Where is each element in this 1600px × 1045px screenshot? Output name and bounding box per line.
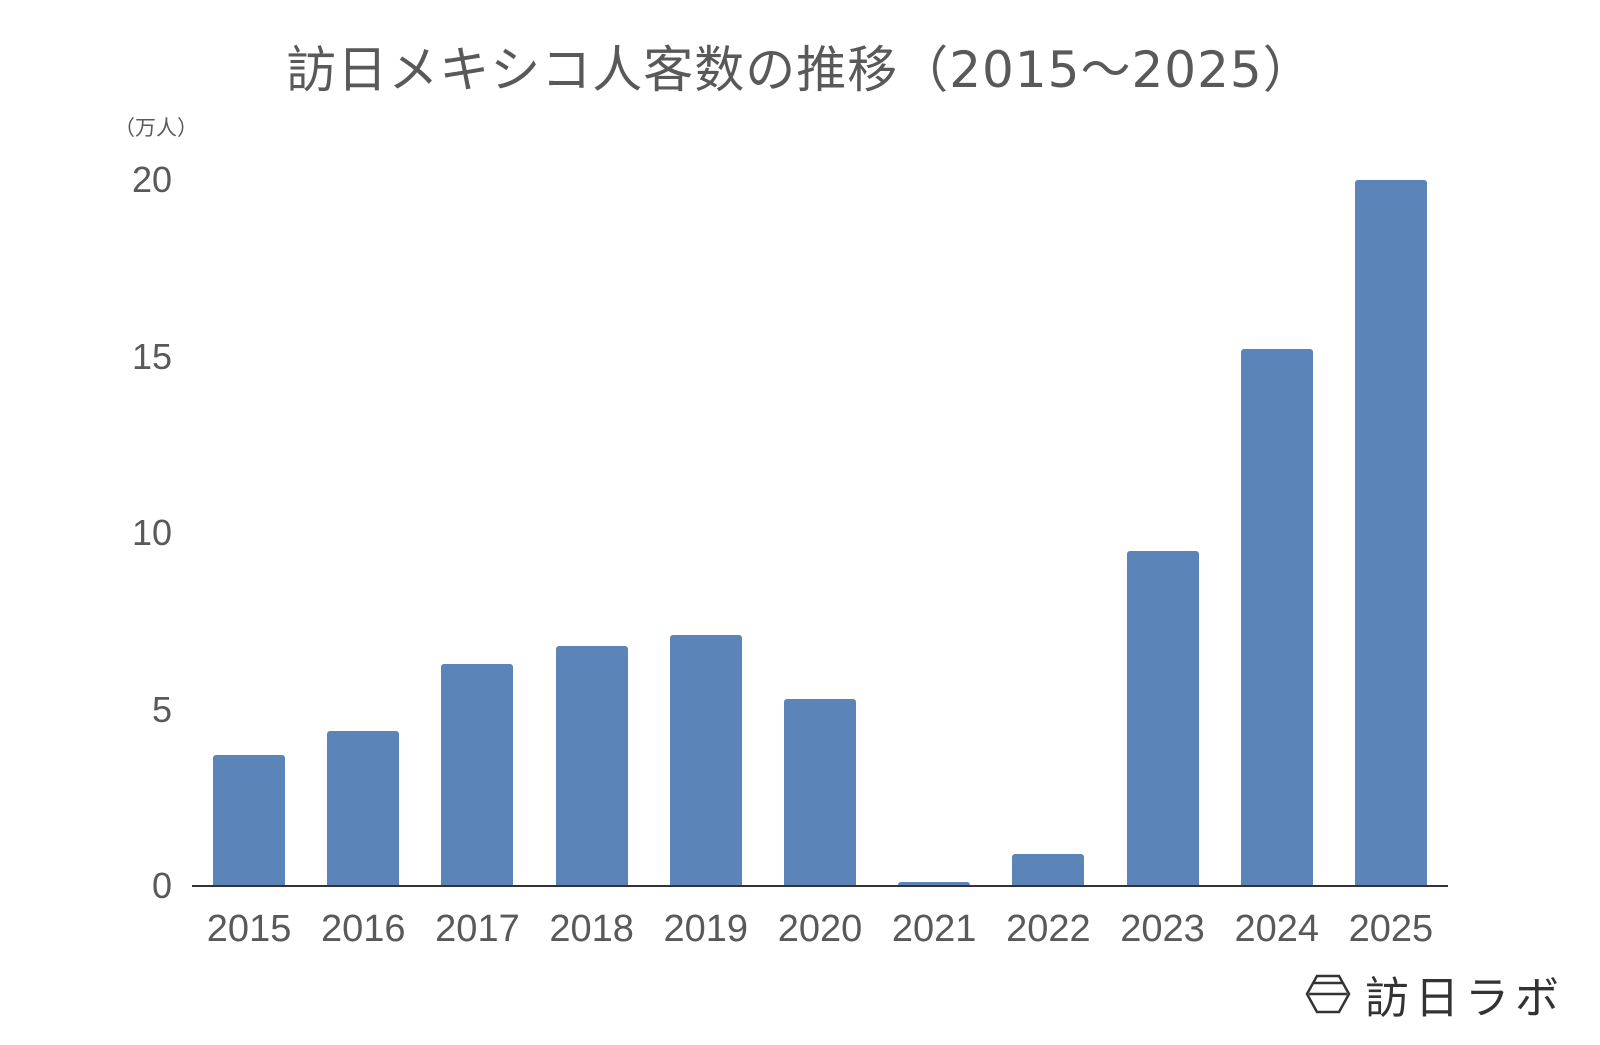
brand-name: 訪日ラボ xyxy=(1365,973,1565,1024)
y-tick-label: 0 xyxy=(151,865,172,906)
y-tick-label: 5 xyxy=(151,688,172,730)
plot-area xyxy=(192,180,1448,886)
y-tick-label: 20 xyxy=(131,159,172,200)
x-tick-label: 2023 xyxy=(1120,908,1205,950)
y-tick-label: 15 xyxy=(131,335,172,377)
chart-title: 訪日メキシコ人客数の推移（2015～2025） xyxy=(286,41,1314,99)
bar-2025 xyxy=(1354,180,1427,886)
bar-2023 xyxy=(1126,550,1199,886)
x-tick-label: 2018 xyxy=(549,908,634,950)
bar-2020 xyxy=(784,698,856,886)
bar-2021 xyxy=(898,882,971,886)
brand-logo: 訪日ラボ xyxy=(1305,962,1565,1026)
x-tick-label: 2021 xyxy=(891,908,977,950)
x-axis-line xyxy=(192,885,1448,887)
bar-2022 xyxy=(1012,854,1085,886)
bar-2017 xyxy=(441,663,514,886)
x-tick-label: 2016 xyxy=(320,908,406,950)
bar-2015 xyxy=(213,755,286,886)
y-axis-unit-label: （万人） xyxy=(114,116,198,140)
x-tick-label: 2020 xyxy=(777,908,863,950)
x-tick-label: 2019 xyxy=(663,908,749,950)
bar-2018 xyxy=(555,645,628,886)
bar-2019 xyxy=(669,635,742,886)
x-tick-label: 2025 xyxy=(1348,908,1434,950)
x-tick-label: 2017 xyxy=(435,908,520,950)
y-tick-label: 10 xyxy=(131,512,172,553)
hexagon-logo-icon xyxy=(1305,974,1351,1014)
x-tick-label: 2015 xyxy=(206,908,292,950)
x-tick-label: 2024 xyxy=(1234,908,1319,950)
x-tick-label: 2022 xyxy=(1006,908,1091,950)
bar-2024 xyxy=(1240,349,1313,886)
bar-2016 xyxy=(327,730,400,886)
